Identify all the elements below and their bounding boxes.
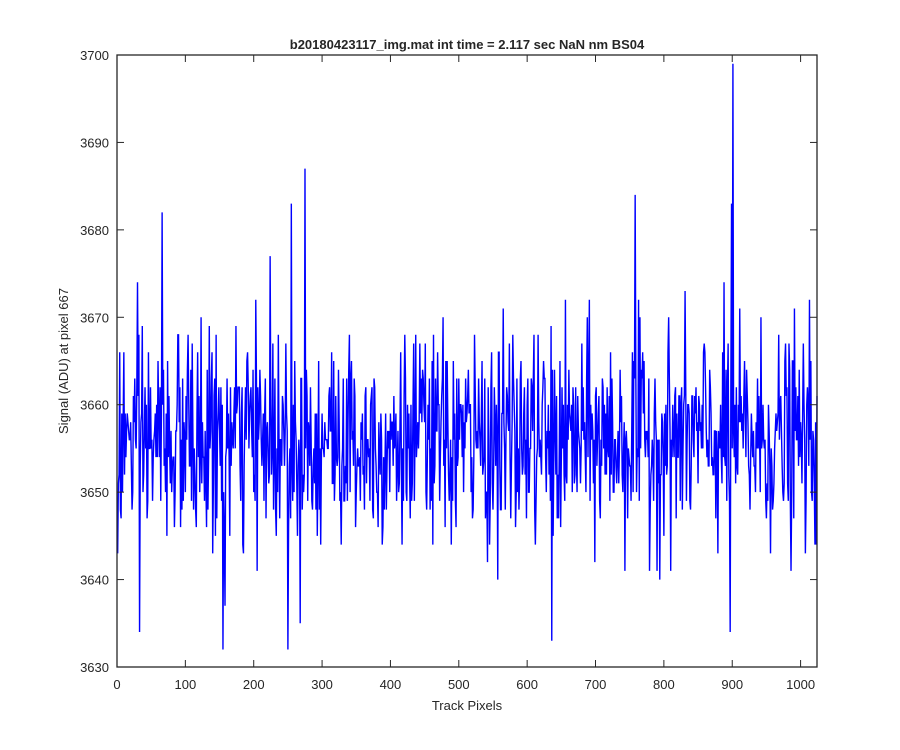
- x-tick-label: 200: [243, 677, 265, 692]
- plot-area-background: [117, 55, 817, 667]
- y-tick-label: 3630: [80, 660, 109, 675]
- x-tick-label: 400: [380, 677, 402, 692]
- y-tick-label: 3680: [80, 223, 109, 238]
- x-tick-label: 0: [113, 677, 120, 692]
- x-tick-label: 700: [585, 677, 607, 692]
- y-axis-ticks: 3630 3640 3650 3660 3670 3680 3690 3700: [80, 48, 817, 675]
- chart-title: b20180423117_img.mat int time = 2.117 se…: [290, 37, 645, 52]
- x-tick-label: 600: [516, 677, 538, 692]
- series-layer: [116, 63, 818, 650]
- y-tick-label: 3640: [80, 573, 109, 588]
- y-tick-label: 3660: [80, 398, 109, 413]
- series-line: [116, 63, 818, 650]
- x-tick-label: 900: [721, 677, 743, 692]
- y-tick-label: 3690: [80, 135, 109, 150]
- x-axis-ticks: 0 100 200 300 400 500 600 700 800 900 1000: [113, 55, 815, 692]
- x-tick-label: 300: [311, 677, 333, 692]
- x-axis-label: Track Pixels: [432, 698, 503, 713]
- y-tick-label: 3650: [80, 485, 109, 500]
- x-tick-label: 500: [448, 677, 470, 692]
- x-tick-label: 800: [653, 677, 675, 692]
- plot-area-frame: [116, 54, 818, 668]
- x-tick-label: 100: [175, 677, 197, 692]
- y-tick-label: 3670: [80, 310, 109, 325]
- x-tick-label: 1000: [786, 677, 815, 692]
- y-axis-label: Signal (ADU) at pixel 667: [56, 288, 71, 434]
- y-tick-label: 3700: [80, 48, 109, 63]
